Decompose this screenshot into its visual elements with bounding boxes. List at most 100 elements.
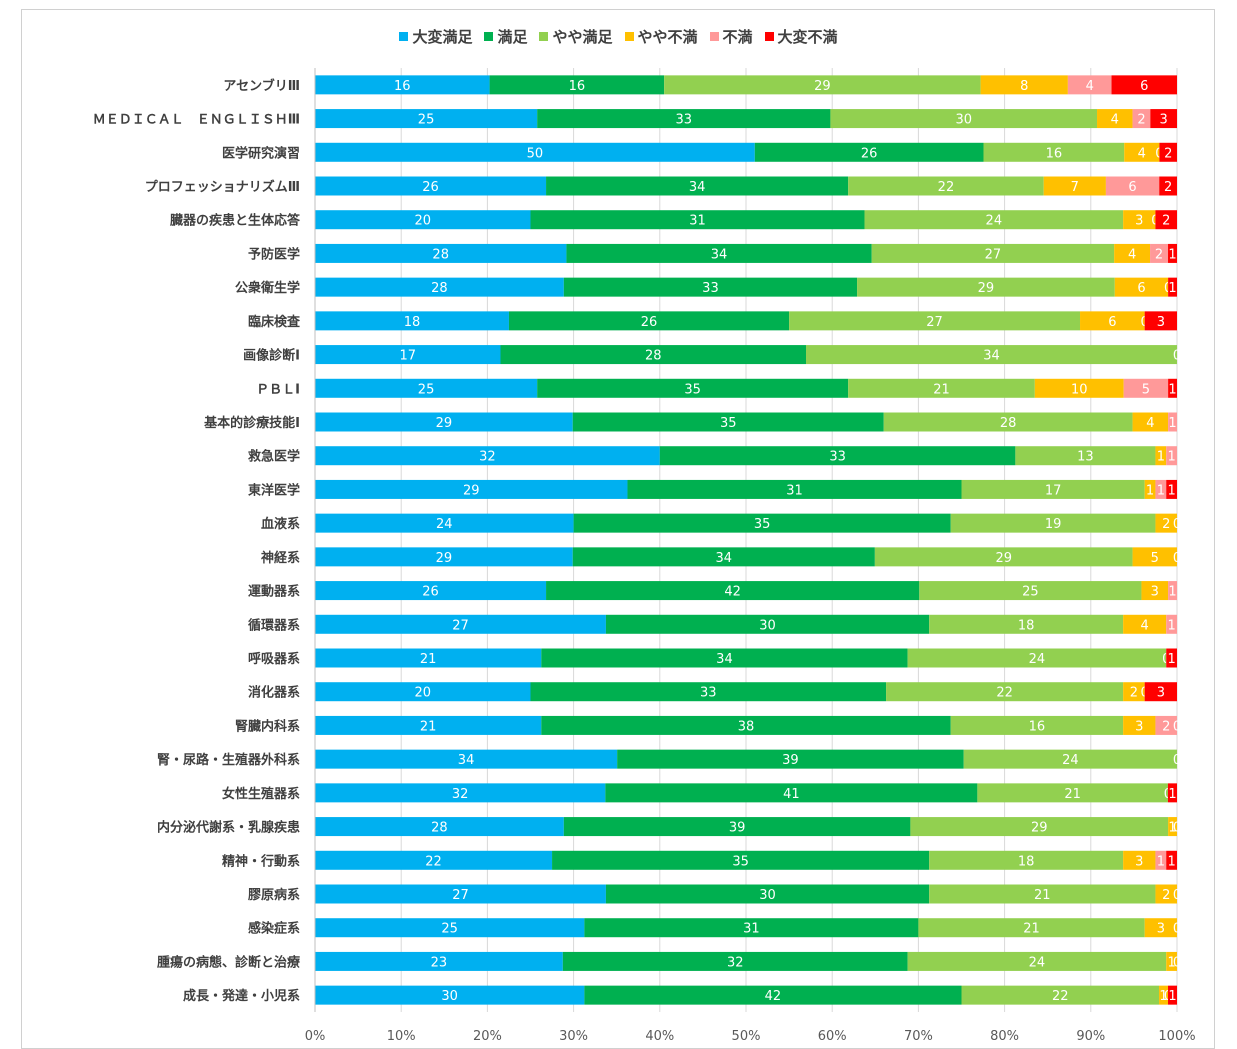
data-label: 33: [829, 450, 846, 465]
bar-segment: [1167, 783, 1177, 803]
bar-segment: [961, 985, 1160, 1005]
data-label: 1: [1167, 483, 1175, 498]
bar-segment: [950, 715, 1124, 735]
bar-segment: [754, 142, 984, 162]
data-label: 39: [782, 753, 799, 768]
bar-segment: [315, 75, 490, 95]
data-label: 16: [1046, 146, 1063, 161]
data-label: 6: [1108, 315, 1116, 330]
data-label: 35: [732, 854, 749, 869]
bar-segment: [1132, 109, 1151, 129]
bar-segment: [315, 311, 509, 331]
bar-segment: [919, 581, 1142, 601]
category-label: アセンブリⅢ: [223, 78, 300, 94]
data-label: 32: [479, 450, 496, 465]
data-label: 0: [1173, 753, 1181, 768]
bar-segment: [530, 210, 865, 230]
bar-segment: [977, 783, 1168, 803]
data-label: 30: [759, 618, 776, 633]
bar-segment: [883, 412, 1133, 432]
bar-segment: [315, 951, 563, 971]
bar-segment: [871, 243, 1115, 263]
data-label: 23: [431, 955, 448, 970]
bar-segment: [1080, 311, 1145, 331]
bar-segment: [1015, 446, 1156, 466]
bar-segment: [907, 951, 1167, 971]
data-label: 19: [1045, 517, 1062, 532]
bar-segment: [1123, 614, 1167, 634]
bar-segment: [546, 581, 920, 601]
category-label: プロフェッショナリズムⅢ: [145, 179, 300, 195]
category-label: 呼吸器系: [248, 651, 300, 667]
bar-segment: [315, 985, 585, 1005]
data-label: 3: [1157, 315, 1165, 330]
category-label: 腫瘍の病態、診断と治療: [157, 954, 301, 970]
bar-segment: [848, 176, 1044, 196]
data-label: 1: [1168, 585, 1176, 600]
data-label: 38: [738, 719, 755, 734]
data-label: 25: [418, 113, 435, 128]
data-label: 3: [1151, 585, 1159, 600]
data-label: 31: [743, 922, 760, 937]
data-label: 29: [995, 551, 1012, 566]
data-label: 21: [1023, 922, 1040, 937]
data-label: 2: [1137, 113, 1145, 128]
data-label: 30: [759, 888, 776, 903]
x-tick-label: 90%: [1076, 1029, 1105, 1044]
x-tick-label: 80%: [990, 1029, 1019, 1044]
data-label: 26: [422, 585, 439, 600]
data-label: 0: [1173, 922, 1181, 937]
bar-segment: [537, 109, 831, 129]
x-tick-label: 100%: [1158, 1029, 1195, 1044]
legend-swatch: [399, 32, 409, 41]
bar-segment: [1150, 243, 1169, 263]
x-tick-label: 60%: [818, 1029, 847, 1044]
data-label: 24: [1029, 955, 1046, 970]
bar-segment: [1150, 109, 1177, 129]
bar-segment: [315, 783, 606, 803]
bar-segment: [563, 277, 858, 297]
data-label: 33: [702, 281, 719, 296]
bar-segment: [566, 243, 872, 263]
bar-segment: [1067, 75, 1112, 95]
category-label: 循環器系: [248, 617, 300, 633]
bar-segment: [830, 109, 1098, 129]
data-label: 7: [1071, 180, 1079, 195]
data-label: 4: [1086, 79, 1094, 94]
bar-segment: [1114, 277, 1169, 297]
data-label: 2: [1162, 214, 1170, 229]
data-label: 29: [436, 416, 453, 431]
bar-segment: [864, 210, 1124, 230]
bar-segment: [1097, 109, 1133, 129]
data-label: 35: [754, 517, 771, 532]
bar-segment: [1124, 142, 1160, 162]
bar-segment: [315, 850, 553, 870]
data-label: 29: [814, 79, 831, 94]
data-label: 17: [1045, 483, 1062, 498]
bar-segment: [541, 715, 951, 735]
bar-segment: [1114, 243, 1151, 263]
bar-segment: [315, 479, 628, 499]
x-tick-label: 70%: [904, 1029, 933, 1044]
data-label: 1: [1167, 652, 1175, 667]
bar-segment: [605, 783, 978, 803]
bar-segment: [530, 682, 887, 702]
data-label: 1: [1157, 483, 1165, 498]
data-label: 50: [527, 146, 544, 161]
category-label: 膠原病系: [248, 887, 300, 903]
category-label: 血液系: [261, 516, 300, 532]
legend-swatch: [764, 32, 774, 41]
legend-item: やや不満: [624, 26, 698, 47]
data-label: 1: [1168, 281, 1176, 296]
data-label: 32: [727, 955, 744, 970]
data-label: 3: [1160, 113, 1168, 128]
data-label: 18: [1018, 618, 1035, 633]
data-label: 4: [1138, 146, 1146, 161]
bar-segment: [562, 951, 908, 971]
bar-segment: [627, 479, 962, 499]
bar-segment: [929, 850, 1124, 870]
data-label: 1: [1168, 247, 1176, 262]
data-label: 4: [1111, 113, 1119, 128]
bar-segment: [1155, 850, 1167, 870]
data-label: 3: [1135, 214, 1143, 229]
